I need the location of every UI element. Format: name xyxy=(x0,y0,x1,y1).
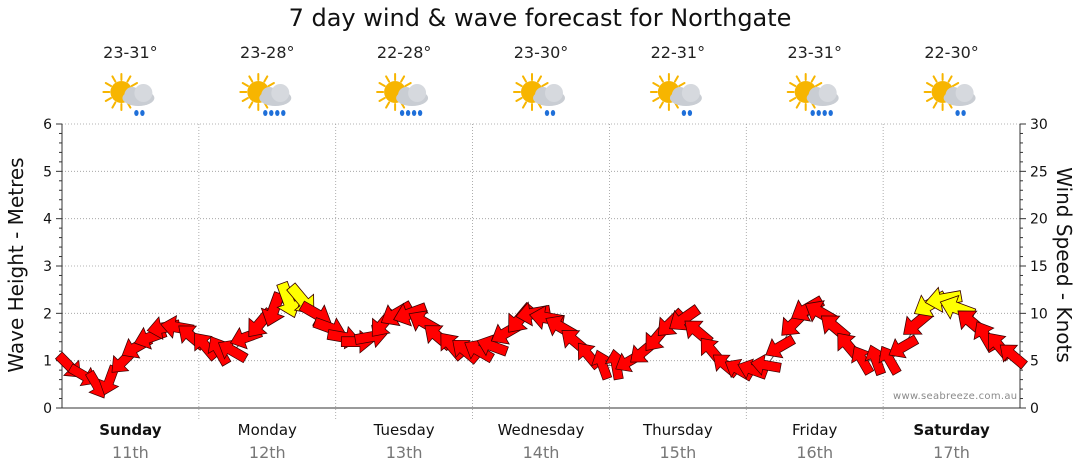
y-tick-label-right: 0 xyxy=(1030,401,1039,417)
y-tick-label-right: 15 xyxy=(1030,259,1048,275)
day-name-label: Saturday xyxy=(913,421,990,439)
watermark: www.seabreeze.com.au xyxy=(893,391,1018,402)
y-tick-label-right: 20 xyxy=(1030,212,1048,228)
y-axis-title-right: Wind Speed - Knots xyxy=(1052,167,1076,363)
y-tick-label-right: 25 xyxy=(1030,164,1048,180)
temperature-range-label: 23-31° xyxy=(103,43,158,62)
temperature-range-label: 22-30° xyxy=(924,43,979,62)
wind-arrow xyxy=(999,344,1028,370)
y-tick-label-left: 0 xyxy=(43,401,52,417)
wind-arrow-shape xyxy=(440,332,466,362)
day-date-label: 13th xyxy=(385,443,423,462)
day-name-label: Thursday xyxy=(642,421,713,439)
day-name-label: Sunday xyxy=(99,421,162,439)
day-date-label: 14th xyxy=(522,443,560,462)
day-date-label: 15th xyxy=(659,443,697,462)
wind-arrow xyxy=(440,332,466,362)
day-name-label: Friday xyxy=(791,421,838,439)
chart-title: 7 day wind & wave forecast for Northgate xyxy=(288,4,792,32)
y-axis-title-left: Wave Height - Metres xyxy=(4,157,28,373)
day-name-label: Monday xyxy=(237,421,297,439)
y-tick-label-right: 30 xyxy=(1030,117,1048,133)
day-name-label: Wednesday xyxy=(497,421,585,439)
wind-arrow xyxy=(452,339,481,365)
temperature-range-label: 23-31° xyxy=(787,43,842,62)
wind-arrow xyxy=(750,353,782,376)
wind-arrow-shape xyxy=(924,286,963,314)
y-tick-label-left: 4 xyxy=(43,212,52,228)
wind-arrow xyxy=(737,358,769,380)
y-tick-label-left: 1 xyxy=(43,354,52,370)
y-tick-label-right: 5 xyxy=(1030,354,1039,370)
temperature-range-label: 23-28° xyxy=(240,43,295,62)
day-name-label: Tuesday xyxy=(373,421,435,439)
y-tick-label-right: 10 xyxy=(1030,306,1048,322)
wind-arrow-shape xyxy=(750,353,782,376)
wind-arrow-shape xyxy=(888,334,920,359)
wind-arrow xyxy=(924,286,963,314)
wind-arrow-shape xyxy=(452,339,481,365)
day-date-label: 16th xyxy=(796,443,834,462)
y-tick-label-left: 6 xyxy=(43,117,52,133)
y-tick-label-left: 5 xyxy=(43,164,52,180)
temperature-range-label: 23-30° xyxy=(513,43,569,62)
day-date-label: 12th xyxy=(248,443,286,462)
wind-arrow-shape xyxy=(765,334,796,359)
temperature-range-label: 22-28° xyxy=(376,43,432,62)
day-date-label: 17th xyxy=(933,443,970,462)
temperature-range-label: 22-31° xyxy=(650,43,706,62)
y-tick-label-left: 2 xyxy=(43,306,52,322)
wind-arrow xyxy=(765,334,796,359)
wind-arrow-shape xyxy=(298,300,332,326)
wind-arrow-shape xyxy=(999,344,1028,370)
wind-arrow-shape xyxy=(737,358,769,380)
wind-arrow xyxy=(298,300,332,326)
y-tick-label-left: 3 xyxy=(43,259,52,275)
wind-arrow xyxy=(888,334,920,359)
day-date-label: 11th xyxy=(112,443,149,462)
